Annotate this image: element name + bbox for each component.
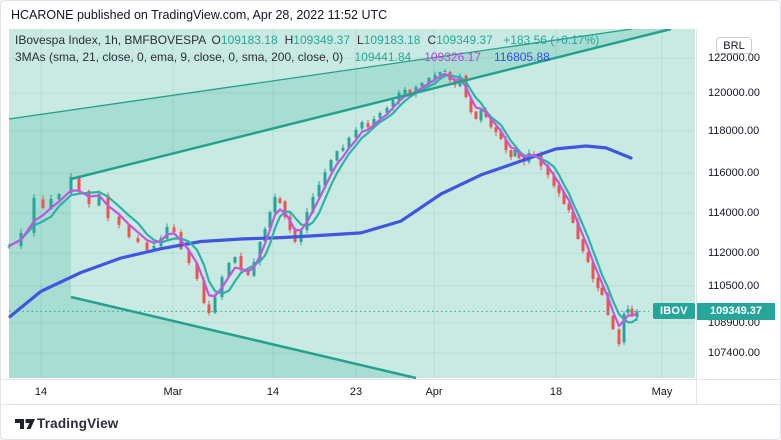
tradingview-brand-text[interactable]: TradingView bbox=[37, 416, 119, 431]
chart-canvas[interactable] bbox=[1, 29, 696, 379]
ohlc-value: 109183.18 bbox=[220, 33, 278, 47]
wedge-lower-trendline[interactable] bbox=[70, 295, 417, 379]
symbol-title: IBovespa Index, 1h, BMFBOVESPA bbox=[15, 33, 207, 47]
last-price-flag-text: IBOV bbox=[660, 305, 688, 318]
ma-value: 116805.88 bbox=[493, 50, 550, 64]
attribution-bar: HCARONE published on TradingView.com, Ap… bbox=[1, 1, 780, 29]
ohlc-key: O bbox=[211, 33, 221, 47]
ohlc-value: 109349.37 bbox=[436, 33, 493, 47]
indicator-title: 3MAs (sma, 21, close, 0, ema, 9, close, … bbox=[15, 50, 344, 64]
ohlc-key: H bbox=[284, 33, 294, 47]
time-axis-label: 14 bbox=[34, 386, 48, 398]
channel-upper-trendline[interactable] bbox=[8, 29, 633, 120]
last-price-axis-label: 109349.37 bbox=[697, 302, 775, 320]
ohlc-value: 109349.37 bbox=[293, 33, 351, 47]
channel-shade-dark bbox=[9, 29, 671, 378]
axis-corner-separator bbox=[696, 379, 697, 405]
ema9-line bbox=[8, 72, 638, 328]
price-axis[interactable]: BRL 122000.00 120000.00 118000.00 116000.00… bbox=[696, 29, 780, 379]
tradingview-logo-icon[interactable] bbox=[14, 417, 36, 432]
grid-lines bbox=[9, 29, 695, 378]
currency-badge[interactable]: BRL bbox=[716, 37, 752, 54]
ohlc-values: O109183.18 H109349.37 L109183.18 C109349.37 bbox=[212, 33, 500, 47]
ohlc-value: 109183.18 bbox=[363, 33, 421, 47]
price-axis-label: 116000.00 bbox=[708, 167, 760, 179]
attribution-text: HCARONE published on TradingView.com, Ap… bbox=[11, 8, 388, 22]
price-axis-label: 114000.00 bbox=[708, 207, 760, 219]
time-axis-label: 14 bbox=[266, 386, 280, 398]
time-axis-label: 23 bbox=[349, 386, 363, 398]
last-price-flag: IBOV bbox=[653, 303, 695, 320]
legend-indicator-row[interactable]: 3MAs (sma, 21, close, 0, ema, 9, close, … bbox=[15, 49, 599, 66]
ma-value: 109441.84 bbox=[354, 50, 412, 64]
price-axis-label: 122000.00 bbox=[708, 52, 760, 64]
channel-lower-trendline[interactable] bbox=[70, 29, 672, 181]
ma-value: 109326.17 bbox=[424, 50, 481, 64]
indicator-values: 109441.84 109326.17 116805.88 bbox=[348, 50, 556, 64]
price-axis-label: 120000.00 bbox=[708, 87, 760, 99]
time-axis-label: Mar bbox=[163, 386, 183, 398]
price-axis-label: 110500.00 bbox=[708, 280, 760, 292]
time-axis-label: 18 bbox=[549, 386, 563, 398]
change-value: +183.56 (+0.17%) bbox=[503, 33, 600, 47]
chart-legend[interactable]: IBovespa Index, 1h, BMFBOVESPA O109183.1… bbox=[15, 32, 599, 66]
price-axis-label: 108900.00 bbox=[708, 317, 760, 329]
price-axis-label: 107400.00 bbox=[708, 347, 760, 359]
time-axis[interactable]: 14 Mar 14 23 Apr 18 May bbox=[1, 379, 780, 405]
price-axis-label: 118000.00 bbox=[708, 125, 760, 137]
time-axis-label: Apr bbox=[425, 386, 443, 398]
ohlc-key: C bbox=[427, 33, 437, 47]
sma200-line bbox=[8, 144, 633, 319]
sma21-line bbox=[8, 74, 638, 324]
legend-symbol-row[interactable]: IBovespa Index, 1h, BMFBOVESPA O109183.1… bbox=[15, 32, 599, 49]
footer: TradingView bbox=[1, 405, 780, 439]
time-axis-label: May bbox=[651, 386, 673, 398]
ohlc-key: L bbox=[357, 33, 364, 47]
price-axis-label: 112000.00 bbox=[708, 247, 760, 259]
